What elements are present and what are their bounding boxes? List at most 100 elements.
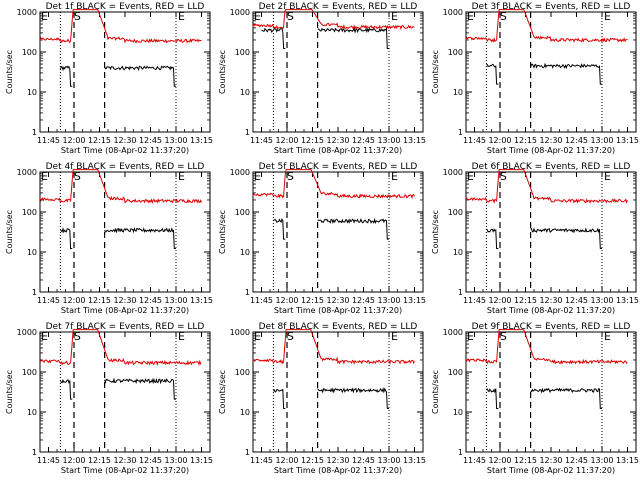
x-tick-label: 12:00 [488,456,511,465]
y-axis-label: Counts/sec [218,210,227,254]
x-axis-label: Start Time (08-Apr-02 11:37:20) [487,146,615,155]
chart-panel-1: Det 1f BLACK = Events, RED = LLD 1 10 100 10… [5,2,213,155]
lld-series-line [465,9,628,43]
events-series-line [261,27,286,49]
y-tick-label: 1 [32,448,37,457]
marker-label-start: E [41,170,48,183]
x-tick-label: 12:30 [326,136,349,145]
chart-panel-2: Det 2f BLACK = Events, RED = LLD 1 10 100 10… [218,2,426,155]
events-series-line [530,62,602,85]
marker-label-end: E [604,330,611,343]
x-axis-label: Start Time (08-Apr-02 11:37:20) [274,146,402,155]
x-tick-label: 13:00 [377,296,400,305]
events-series-line [273,388,286,409]
chart-title: Det 5f BLACK = Events, RED = LLD [259,162,418,172]
y-tick-label: 10 [453,88,463,97]
marker-label-start: E [467,170,474,183]
y-tick-label: 100 [448,208,463,217]
chart-panel-9: Det 9f BLACK = Events, RED = LLD 1 10 100 10… [431,322,639,475]
y-tick-label: 1 [245,128,250,137]
lld-series-line [39,329,202,367]
marker-label-start: E [41,10,48,23]
chart-panel-5: Det 5f BLACK = Events, RED = LLD 1 10 100 10… [218,162,426,315]
lld-series-line [252,169,415,200]
x-tick-label: 12:45 [352,136,375,145]
y-tick-label: 10 [240,88,250,97]
events-series-line [104,227,176,249]
y-tick-label: 1000 [17,8,37,17]
events-series-line [104,65,176,87]
marker-label-s: S [74,170,81,183]
lld-series-line [39,9,202,44]
x-tick-label: 13:00 [164,296,187,305]
x-tick-label: 12:15 [514,296,537,305]
y-tick-label: 1 [458,288,463,297]
x-tick-label: 11:45 [463,296,486,305]
y-tick-label: 100 [448,48,463,57]
x-tick-label: 12:00 [62,456,85,465]
marker-label-end: E [178,330,185,343]
plot-frame [252,171,424,293]
y-tick-label: 1000 [230,168,250,177]
x-axis-label: Start Time (08-Apr-02 11:37:20) [487,466,615,475]
marker-label-s: S [287,330,294,343]
marker-label-end: E [391,330,398,343]
marker-label-start: E [254,10,261,23]
x-axis-label: Start Time (08-Apr-02 11:37:20) [61,306,189,315]
marker-label-s: S [500,10,507,23]
x-tick-label: 12:45 [139,456,162,465]
y-tick-label: 100 [235,368,250,377]
x-tick-label: 12:45 [352,296,375,305]
x-tick-label: 12:45 [139,296,162,305]
x-tick-label: 11:45 [463,456,486,465]
plot-frame [39,171,211,293]
y-tick-label: 10 [27,408,37,417]
y-tick-label: 10 [453,408,463,417]
marker-label-end: E [391,170,398,183]
x-tick-label: 12:30 [539,456,562,465]
y-tick-label: 100 [235,208,250,217]
events-series-line [486,388,499,409]
x-tick-label: 13:15 [190,136,213,145]
events-series-line [60,226,73,249]
events-series-line [104,377,176,400]
events-series-line [273,218,286,240]
events-series-line [317,217,389,240]
x-tick-label: 12:15 [301,456,324,465]
x-axis-label: Start Time (08-Apr-02 11:37:20) [487,306,615,315]
chart-title: Det 6f BLACK = Events, RED = LLD [472,162,631,172]
x-tick-label: 13:00 [377,136,400,145]
x-tick-label: 11:45 [250,296,273,305]
y-axis-label: Counts/sec [218,370,227,414]
chart-title: Det 2f BLACK = Events, RED = LLD [259,2,418,12]
chart-title: Det 9f BLACK = Events, RED = LLD [472,322,631,332]
marker-label-s: S [500,330,507,343]
events-series-line [530,227,602,249]
x-tick-label: 12:30 [539,136,562,145]
x-tick-label: 12:15 [514,136,537,145]
x-tick-label: 12:00 [488,296,511,305]
x-tick-label: 12:15 [514,456,537,465]
x-tick-label: 13:15 [190,456,213,465]
chart-panel-4: Det 4f BLACK = Events, RED = LLD 1 10 100 10… [5,162,213,315]
x-tick-label: 12:00 [275,296,298,305]
lld-series-line [252,9,415,31]
y-axis-label: Counts/sec [431,210,440,254]
x-tick-label: 12:30 [539,296,562,305]
lld-series-line [39,169,202,204]
events-series-line [486,63,499,85]
y-tick-label: 100 [448,368,463,377]
marker-label-s: S [287,10,294,23]
x-tick-label: 13:15 [190,296,213,305]
x-tick-label: 12:30 [113,456,136,465]
events-series-line [530,387,602,409]
x-axis-label: Start Time (08-Apr-02 11:37:20) [61,146,189,155]
y-tick-label: 1 [32,128,37,137]
marker-label-end: E [178,10,185,23]
y-axis-label: Counts/sec [5,370,14,414]
x-tick-label: 12:45 [565,296,588,305]
events-series-line [486,228,499,249]
x-tick-label: 11:45 [250,136,273,145]
chart-panel-7: Det 7f BLACK = Events, RED = LLD 1 10 100 10… [5,322,213,475]
x-tick-label: 13:00 [164,136,187,145]
